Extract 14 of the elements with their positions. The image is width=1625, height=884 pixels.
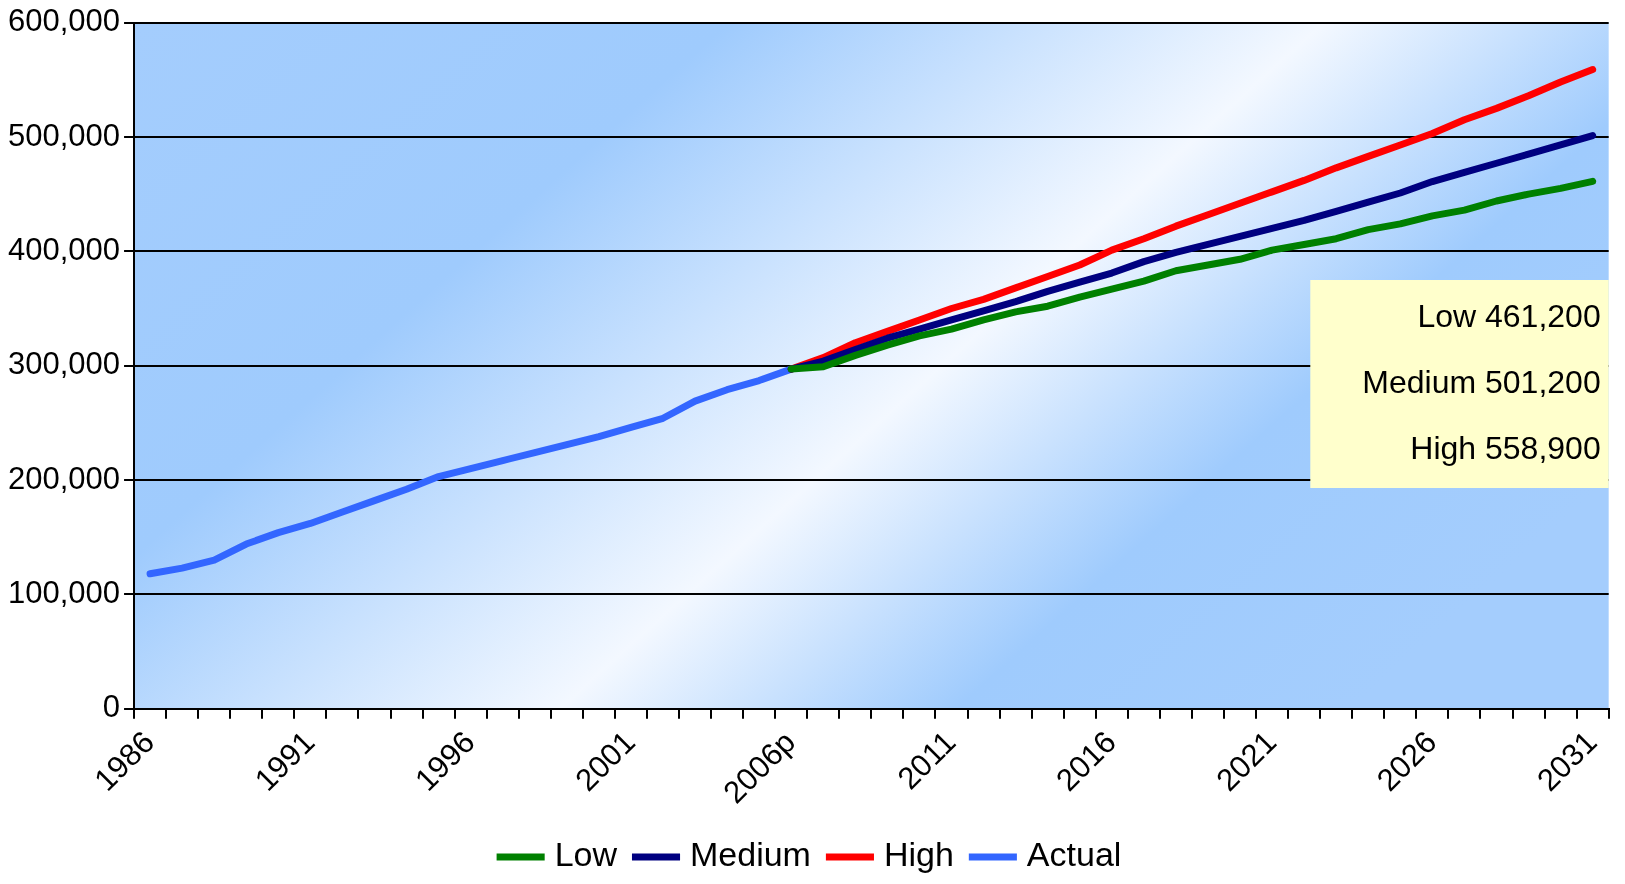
legend-label: Actual (1026, 835, 1122, 874)
y-tick-label: 200,000 (7, 460, 121, 496)
y-tick-label: 500,000 (7, 117, 121, 153)
annotation: Low 461,200 (1417, 297, 1601, 334)
y-tick-label: 600,000 (7, 3, 121, 39)
annotation: Medium 501,200 (1362, 363, 1601, 400)
y-tick-label: 100,000 (7, 574, 121, 610)
legend-label: Low (554, 835, 618, 874)
y-tick-label: 300,000 (7, 346, 121, 382)
annotation: High 558,900 (1410, 429, 1601, 466)
legend-label: Medium (690, 835, 811, 874)
legend-label: High (883, 835, 954, 874)
y-tick-label: 0 (102, 689, 121, 725)
y-tick-label: 400,000 (7, 231, 121, 267)
